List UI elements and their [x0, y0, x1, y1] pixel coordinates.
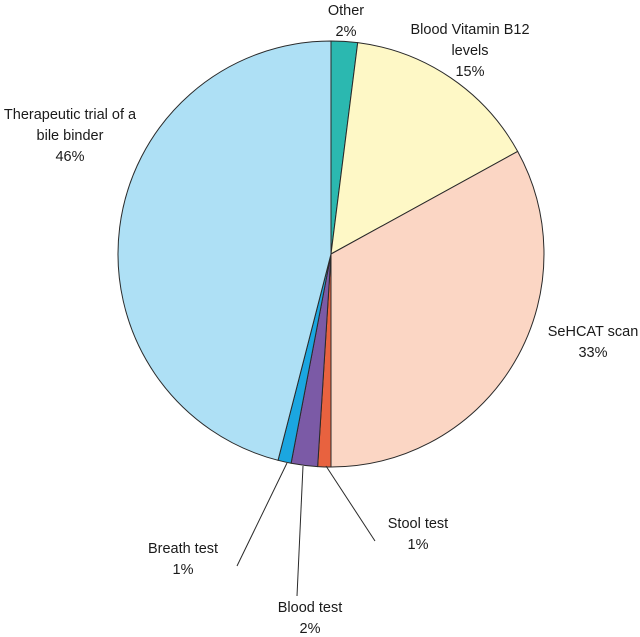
pct-label-stool-test: 1%	[408, 537, 429, 553]
leader-breath-test	[236, 462, 288, 567]
slice-label-other: Other	[328, 3, 364, 19]
slice-label-blood-test: Blood test	[278, 600, 343, 616]
leader-lines	[236, 462, 376, 597]
slice-sehcat-scan	[330, 150, 545, 468]
slice-labels: Other 2% Blood Vitamin B12 levels 15% SeHCAT …	[4, 3, 638, 637]
pct-label-blood-vitamin-b12-levels: 15%	[455, 64, 484, 80]
pct-label-breath-test: 1%	[173, 562, 194, 578]
slice-label-blood-vitamin-b12-levels: levels	[451, 43, 488, 59]
slice-label-therapeutic-trial-of-a-bile-binder: bile binder	[37, 128, 104, 144]
slice-label-sehcat-scan: SeHCAT scan	[548, 324, 639, 340]
slice-label-breath-test: Breath test	[148, 541, 218, 557]
pie-slices	[117, 40, 545, 468]
slice-blood-vitamin-b12-levels	[330, 42, 519, 255]
slice-label-blood-vitamin-b12-levels: Blood Vitamin B12	[410, 22, 529, 38]
slice-label-therapeutic-trial-of-a-bile-binder: Therapeutic trial of a	[4, 107, 137, 123]
pct-label-therapeutic-trial-of-a-bile-binder: 46%	[55, 149, 84, 165]
pct-label-other: 2%	[336, 24, 357, 40]
slice-therapeutic-trial-of-a-bile-binder	[117, 40, 332, 461]
leader-blood-test	[296, 465, 304, 597]
pct-label-blood-test: 2%	[300, 621, 321, 637]
slice-label-stool-test: Stool test	[388, 516, 448, 532]
leader-stool-test	[325, 465, 376, 542]
pct-label-sehcat-scan: 33%	[578, 345, 607, 361]
